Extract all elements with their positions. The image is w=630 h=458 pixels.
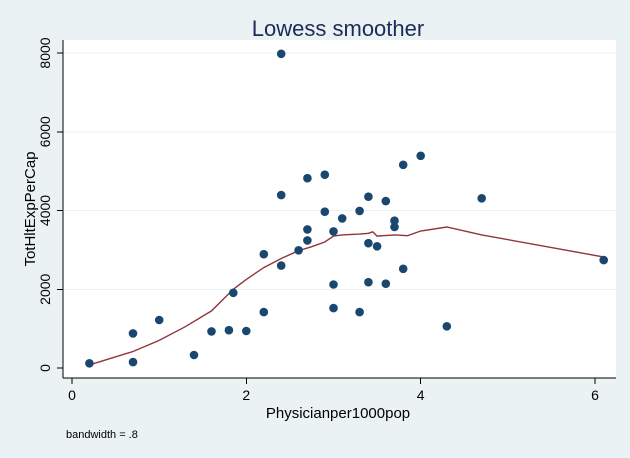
data-point xyxy=(364,192,373,201)
data-point xyxy=(303,225,312,234)
data-point xyxy=(477,194,487,203)
y-tick-label: 8000 xyxy=(37,37,53,68)
data-point xyxy=(128,329,138,338)
grid-lines xyxy=(63,52,616,290)
y-tick-label: 4000 xyxy=(37,195,53,226)
x-tick-label: 2 xyxy=(242,387,250,403)
y-tick-label: 0 xyxy=(37,364,53,372)
bandwidth-note: bandwidth = .8 xyxy=(66,429,138,441)
y-tick-label: 2000 xyxy=(37,273,53,304)
data-point xyxy=(276,49,286,59)
points-layer xyxy=(85,49,608,368)
data-point xyxy=(390,216,399,225)
data-point xyxy=(276,261,286,270)
data-point xyxy=(276,190,286,200)
data-point xyxy=(303,173,312,183)
data-point xyxy=(242,326,251,336)
chart-title: Lowess smoother xyxy=(252,16,424,41)
data-point xyxy=(303,236,312,245)
data-point xyxy=(364,238,373,248)
data-point xyxy=(381,279,391,289)
data-point xyxy=(337,214,347,223)
plot-area xyxy=(63,40,616,378)
data-point xyxy=(224,325,234,335)
data-point xyxy=(442,322,452,331)
data-point xyxy=(229,288,238,298)
data-point xyxy=(390,222,399,232)
x-tick-label: 6 xyxy=(591,387,599,403)
data-point xyxy=(259,307,269,317)
data-point xyxy=(329,227,338,236)
data-point xyxy=(355,307,364,317)
data-point xyxy=(398,160,408,170)
data-point xyxy=(294,246,303,255)
y-axis-title: TotHltExpPerCap xyxy=(22,151,39,266)
data-point xyxy=(599,255,608,265)
x-tick-label: 0 xyxy=(68,387,76,403)
smoother-layer xyxy=(89,226,604,366)
data-point xyxy=(207,327,216,336)
data-point xyxy=(329,303,338,313)
data-point xyxy=(364,277,373,287)
data-point xyxy=(381,196,391,206)
data-point xyxy=(329,280,338,289)
data-point xyxy=(128,357,138,367)
data-point xyxy=(416,151,426,161)
y-tick-label: 6000 xyxy=(37,116,53,147)
data-point xyxy=(372,242,382,251)
lowess-line xyxy=(89,226,604,366)
data-point xyxy=(259,249,269,259)
data-point xyxy=(320,170,330,179)
data-point xyxy=(85,359,94,368)
data-point xyxy=(320,207,330,216)
data-point xyxy=(398,264,408,274)
data-point xyxy=(154,315,164,325)
x-tick-label: 4 xyxy=(417,387,425,403)
y-ticks: 0 2000 4000 6000 8000 xyxy=(37,37,63,372)
x-ticks: 0 2 4 6 xyxy=(68,378,599,403)
data-point xyxy=(189,350,199,360)
x-axis-title: Physicianper1000pop xyxy=(266,405,410,422)
data-point xyxy=(355,206,364,216)
